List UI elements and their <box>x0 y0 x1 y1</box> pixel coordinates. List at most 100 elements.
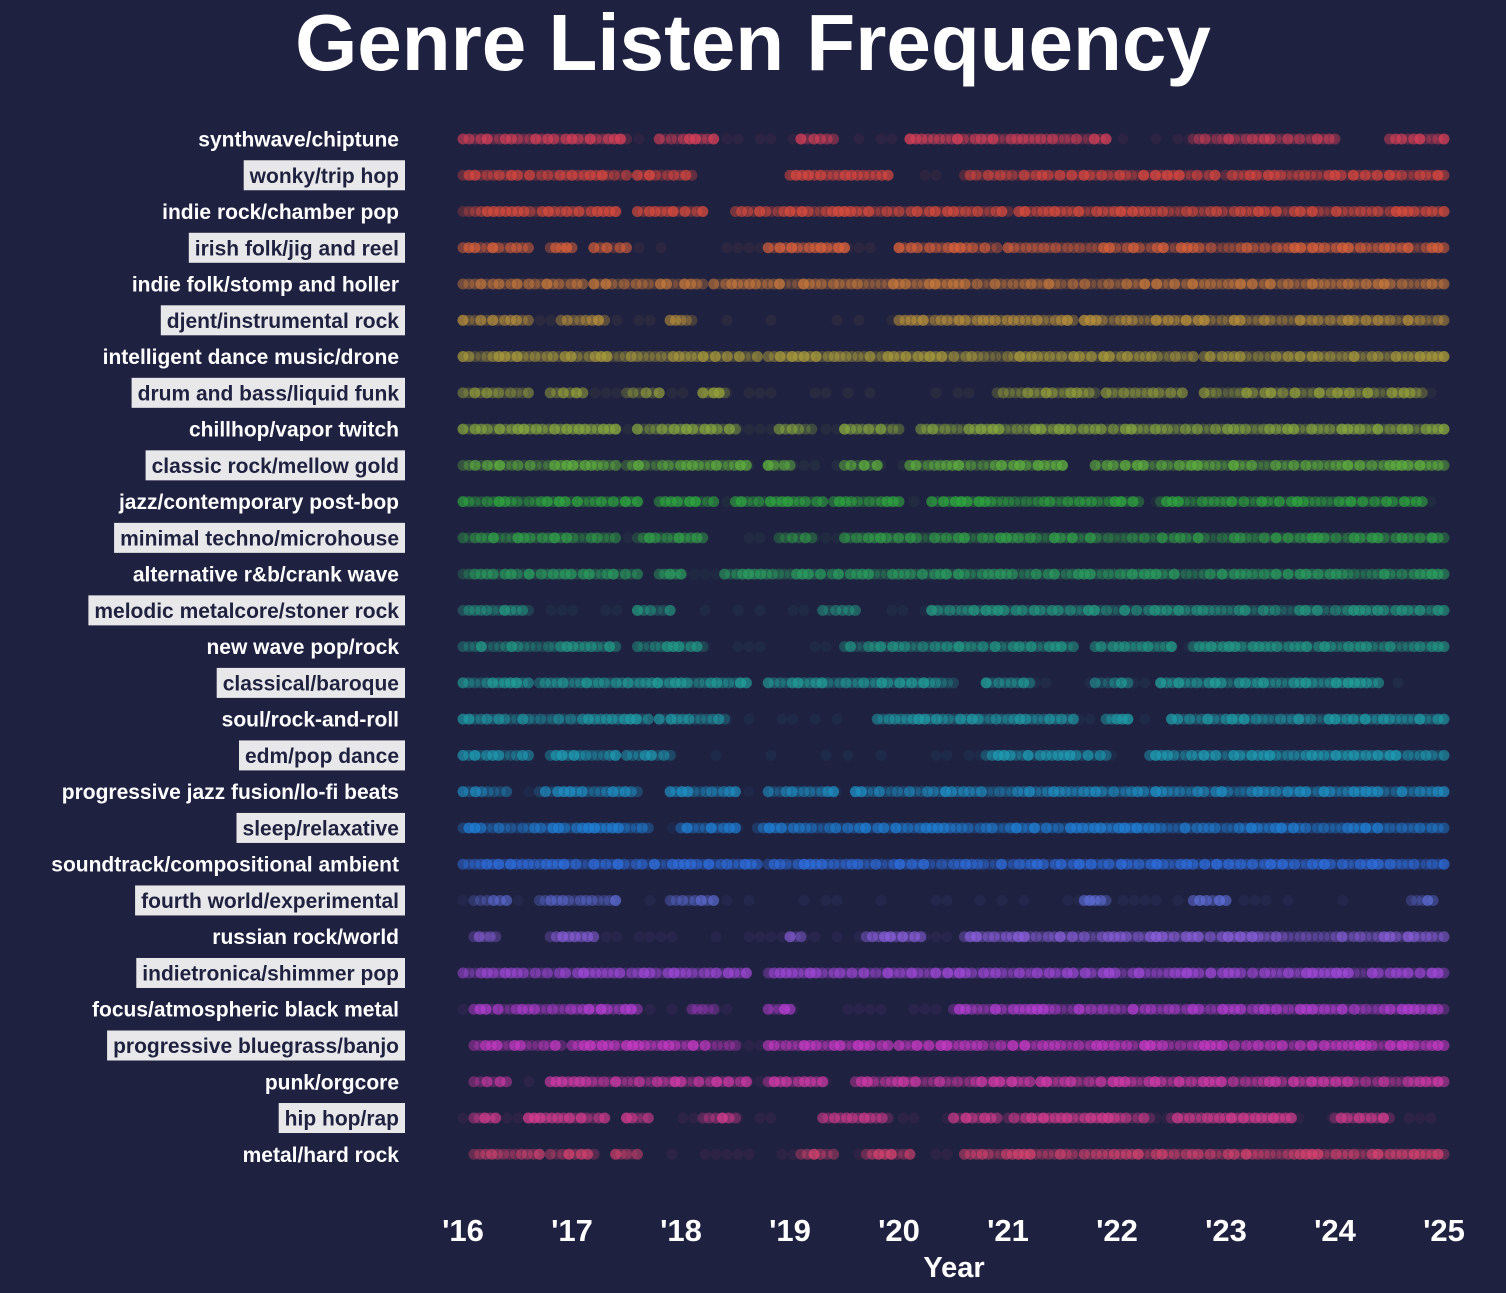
data-point <box>993 423 1005 435</box>
faint-point <box>457 387 469 399</box>
data-point <box>1210 314 1222 326</box>
data-point <box>656 423 668 435</box>
faint-point <box>655 242 667 254</box>
faint-point <box>523 1076 535 1088</box>
series-melodic-metalcore-stoner-rock <box>457 604 1450 616</box>
data-point <box>1294 314 1306 326</box>
data-point <box>512 133 523 145</box>
data-point <box>939 423 951 435</box>
faint-point <box>842 387 854 399</box>
data-point <box>774 351 786 363</box>
data-point <box>631 169 643 181</box>
data-point <box>784 459 796 471</box>
data-point <box>730 1040 741 1051</box>
data-point <box>1137 459 1149 471</box>
data-point <box>1133 496 1145 508</box>
data-point <box>1324 314 1336 326</box>
faint-point <box>732 604 744 616</box>
data-point <box>566 242 578 254</box>
data-point <box>1305 169 1317 181</box>
data-point <box>977 278 989 290</box>
data-point <box>1229 133 1241 145</box>
data-point <box>1056 242 1068 254</box>
faint-point <box>644 894 656 906</box>
data-point <box>719 387 731 399</box>
data-point <box>1210 387 1222 399</box>
data-point <box>1294 206 1306 218</box>
series-minimal-techno-microhouse <box>457 532 1450 544</box>
data-point <box>1360 242 1372 254</box>
data-point <box>1019 314 1031 326</box>
data-point <box>1024 677 1036 689</box>
data-point <box>1416 496 1428 508</box>
data-point <box>910 459 922 471</box>
data-point <box>1209 169 1221 181</box>
genre-label-box <box>160 305 405 336</box>
faint-point <box>1117 894 1129 906</box>
data-point <box>1163 206 1175 218</box>
data-point <box>493 387 505 399</box>
data-point <box>1124 387 1136 399</box>
faint-point <box>721 894 733 906</box>
genre-label-synthwave-chiptune: synthwave/chiptune <box>198 129 399 152</box>
faint-point <box>1150 133 1162 145</box>
data-point <box>1282 278 1294 290</box>
faint-point <box>710 749 722 761</box>
data-point <box>1427 894 1439 906</box>
data-point <box>911 278 923 290</box>
data-point <box>1032 351 1044 363</box>
faint-point <box>908 1003 920 1015</box>
data-point <box>524 206 536 218</box>
faint-point <box>765 1112 777 1124</box>
data-point <box>1052 387 1064 399</box>
data-point <box>1373 677 1385 689</box>
data-point <box>601 351 613 363</box>
data-point <box>1372 206 1384 218</box>
faint-point <box>765 931 777 943</box>
data-point <box>1223 133 1235 145</box>
data-point <box>1240 351 1252 363</box>
data-point <box>1384 242 1396 254</box>
data-point <box>463 351 475 363</box>
data-point <box>697 387 709 399</box>
data-point <box>934 133 946 145</box>
faint-point <box>754 1112 766 1124</box>
data-point <box>1217 242 1229 254</box>
data-point <box>1169 278 1181 290</box>
faint-point <box>809 931 821 943</box>
data-point <box>1368 387 1380 399</box>
data-point <box>1226 169 1238 181</box>
data-point <box>1061 314 1073 326</box>
data-point <box>1035 423 1047 435</box>
data-point <box>1232 169 1244 181</box>
data-point <box>1043 278 1055 290</box>
data-point <box>1059 133 1070 145</box>
faint-point <box>919 1003 931 1015</box>
data-point <box>1324 351 1336 363</box>
data-point <box>663 459 674 471</box>
data-point <box>610 206 622 218</box>
data-point <box>858 459 870 471</box>
data-point <box>631 351 643 363</box>
faint-point <box>798 459 810 471</box>
data-point <box>1161 459 1173 471</box>
data-point <box>762 278 774 290</box>
data-point <box>561 206 573 218</box>
data-point <box>691 278 703 290</box>
faint-point <box>457 894 469 906</box>
data-point <box>631 1003 643 1015</box>
data-point <box>1038 242 1050 254</box>
data-point <box>621 169 632 181</box>
data-point <box>1100 749 1112 761</box>
data-point <box>793 423 805 435</box>
data-point <box>665 133 677 145</box>
data-point <box>610 423 622 435</box>
series-soundtrack-compositional-ambient <box>457 858 1450 870</box>
data-point <box>821 133 833 145</box>
faint-point <box>1062 894 1074 906</box>
data-point <box>1306 206 1318 218</box>
data-point <box>1371 169 1383 181</box>
data-point <box>881 423 893 435</box>
faint-point <box>1293 133 1305 145</box>
data-point <box>1438 314 1450 326</box>
